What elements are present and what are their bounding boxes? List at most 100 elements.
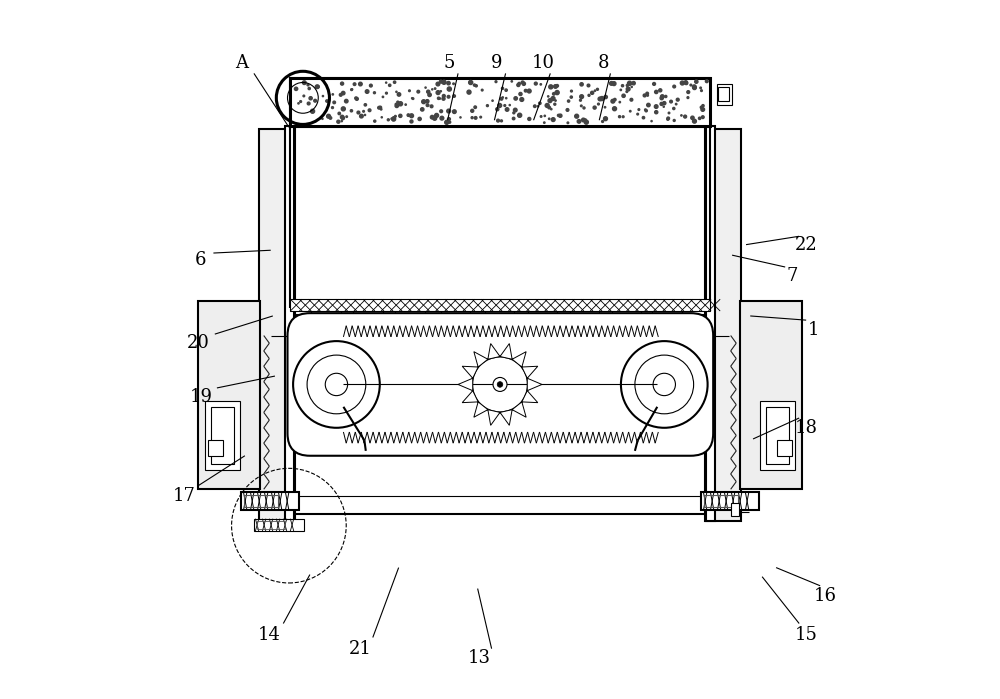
Bar xyxy=(311,303,341,316)
Circle shape xyxy=(544,122,545,123)
Circle shape xyxy=(571,90,572,92)
Circle shape xyxy=(449,121,451,123)
Circle shape xyxy=(518,82,520,85)
Circle shape xyxy=(381,117,382,118)
Circle shape xyxy=(417,90,420,93)
Circle shape xyxy=(392,117,396,121)
Circle shape xyxy=(582,118,585,122)
Polygon shape xyxy=(462,366,478,378)
Circle shape xyxy=(435,113,439,117)
Circle shape xyxy=(693,120,696,123)
Circle shape xyxy=(655,110,658,114)
Circle shape xyxy=(427,90,430,93)
Circle shape xyxy=(675,103,677,105)
Circle shape xyxy=(341,92,345,95)
Circle shape xyxy=(551,96,555,101)
Circle shape xyxy=(495,81,497,82)
Circle shape xyxy=(368,109,371,112)
Circle shape xyxy=(701,108,705,111)
Circle shape xyxy=(440,116,444,120)
Circle shape xyxy=(474,117,477,120)
Bar xyxy=(285,126,294,521)
Circle shape xyxy=(701,89,702,92)
Circle shape xyxy=(626,85,628,87)
Polygon shape xyxy=(474,402,488,417)
Circle shape xyxy=(382,96,384,98)
Circle shape xyxy=(598,97,602,101)
Circle shape xyxy=(497,120,499,122)
Bar xyxy=(353,303,383,316)
Circle shape xyxy=(453,110,456,113)
Circle shape xyxy=(638,109,640,110)
Circle shape xyxy=(351,89,353,90)
Circle shape xyxy=(338,113,340,115)
Circle shape xyxy=(554,103,556,106)
Circle shape xyxy=(567,122,569,124)
Circle shape xyxy=(667,117,670,120)
Circle shape xyxy=(645,110,647,112)
Circle shape xyxy=(610,82,613,85)
Circle shape xyxy=(392,119,394,121)
Circle shape xyxy=(365,89,369,94)
Circle shape xyxy=(632,82,635,85)
Circle shape xyxy=(700,87,701,89)
Circle shape xyxy=(396,91,397,92)
Circle shape xyxy=(357,111,360,114)
Circle shape xyxy=(518,113,522,117)
Circle shape xyxy=(422,100,426,103)
Circle shape xyxy=(513,108,517,112)
Circle shape xyxy=(473,84,476,86)
Circle shape xyxy=(613,107,617,110)
Text: 6: 6 xyxy=(195,251,207,269)
Circle shape xyxy=(309,96,312,100)
Circle shape xyxy=(505,89,507,92)
Circle shape xyxy=(307,84,309,86)
Polygon shape xyxy=(458,378,473,391)
Circle shape xyxy=(500,120,502,122)
Circle shape xyxy=(339,94,342,96)
Circle shape xyxy=(705,80,708,82)
Bar xyxy=(766,407,789,464)
Circle shape xyxy=(430,105,433,108)
Circle shape xyxy=(684,115,687,118)
Circle shape xyxy=(702,105,704,107)
Bar xyxy=(717,84,732,105)
Circle shape xyxy=(387,119,389,121)
Circle shape xyxy=(665,95,667,98)
Circle shape xyxy=(410,114,414,117)
Circle shape xyxy=(369,84,372,87)
Circle shape xyxy=(668,113,670,114)
Bar xyxy=(705,129,741,521)
Circle shape xyxy=(474,106,476,108)
Text: A: A xyxy=(235,54,248,72)
Circle shape xyxy=(604,95,607,99)
Circle shape xyxy=(421,108,424,111)
Circle shape xyxy=(585,119,586,120)
Circle shape xyxy=(693,86,696,89)
Circle shape xyxy=(386,82,387,83)
Circle shape xyxy=(298,103,299,104)
Circle shape xyxy=(604,117,607,121)
Circle shape xyxy=(698,117,701,120)
Circle shape xyxy=(548,106,550,109)
Bar xyxy=(706,126,715,521)
Circle shape xyxy=(548,96,549,97)
Circle shape xyxy=(453,83,454,85)
Circle shape xyxy=(410,120,413,123)
Circle shape xyxy=(439,98,440,99)
Circle shape xyxy=(630,99,633,101)
Bar xyxy=(395,303,425,316)
Circle shape xyxy=(660,102,663,106)
Circle shape xyxy=(690,84,692,86)
Circle shape xyxy=(521,81,524,84)
Circle shape xyxy=(497,382,503,387)
Circle shape xyxy=(647,103,650,107)
Circle shape xyxy=(661,95,664,99)
Circle shape xyxy=(667,118,669,120)
Circle shape xyxy=(471,109,474,113)
Circle shape xyxy=(549,85,553,89)
Circle shape xyxy=(300,101,302,103)
Text: 20: 20 xyxy=(187,333,209,352)
Circle shape xyxy=(374,120,376,122)
Circle shape xyxy=(437,97,440,99)
